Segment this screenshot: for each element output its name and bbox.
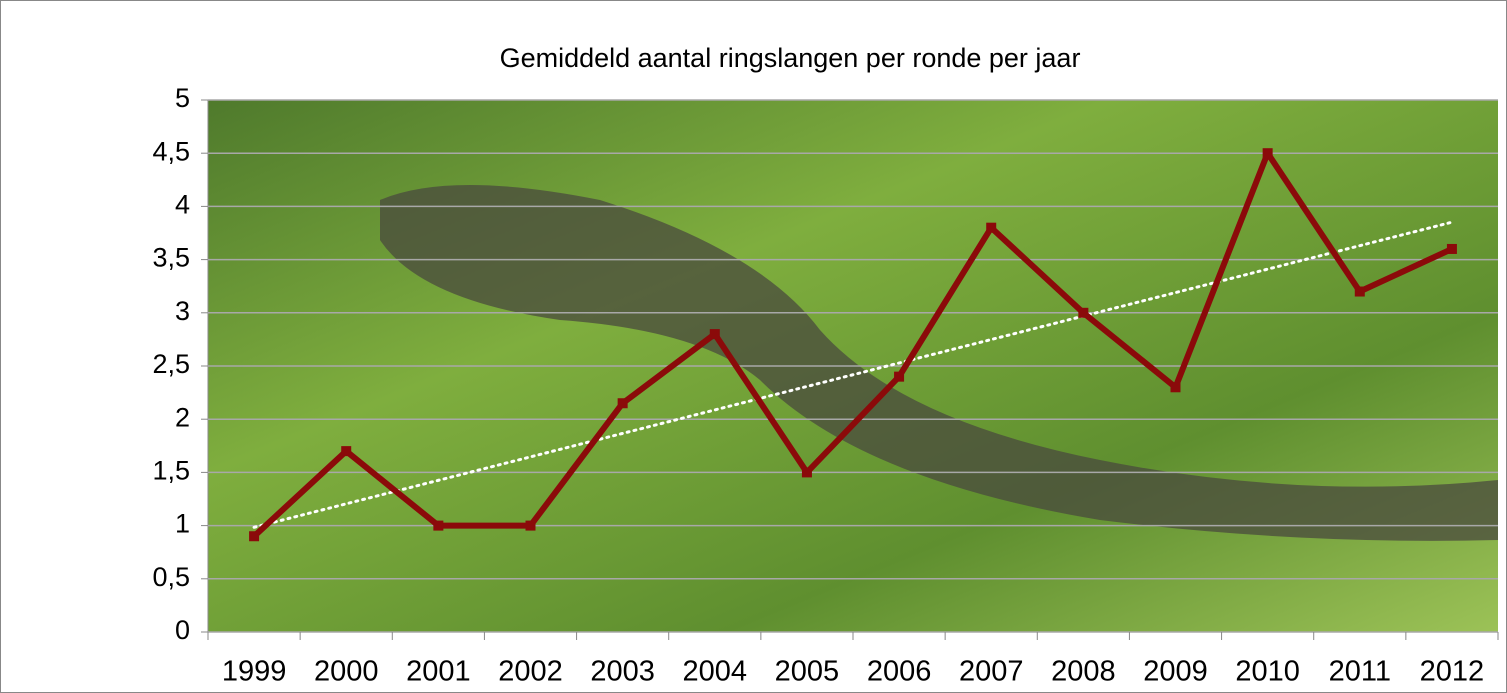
y-tick-label: 5 <box>175 83 190 113</box>
x-tick-label: 2007 <box>959 656 1024 688</box>
data-point <box>617 398 628 409</box>
x-tick-label: 2005 <box>775 656 840 688</box>
data-point <box>801 467 812 478</box>
snake-decoration <box>380 185 1498 541</box>
y-tick-label: 2,5 <box>152 349 190 379</box>
data-point <box>1354 286 1365 297</box>
x-tick-label: 2003 <box>590 656 655 688</box>
x-tick-label: 2010 <box>1235 656 1300 688</box>
y-tick-label: 4 <box>175 190 190 220</box>
y-tick-label: 0,5 <box>152 562 190 592</box>
x-tick-label: 2001 <box>406 656 471 688</box>
chart-title: Gemiddeld aantal ringslangen per ronde p… <box>500 43 1081 73</box>
data-point <box>1170 382 1181 393</box>
x-tick-label: 2011 <box>1329 656 1391 688</box>
data-point <box>525 520 536 531</box>
x-tick-label: 2009 <box>1143 656 1208 688</box>
data-point <box>986 222 997 233</box>
trendline <box>252 220 1454 529</box>
x-tick-label: 2012 <box>1420 656 1485 688</box>
y-tick-label: 1 <box>175 509 190 539</box>
y-tick-label: 3 <box>175 296 190 326</box>
data-line <box>252 150 1454 539</box>
data-point <box>1446 243 1457 254</box>
y-tick-label: 1,5 <box>152 456 190 486</box>
x-tick-label: 2004 <box>683 656 748 688</box>
data-point <box>249 531 260 542</box>
y-tick-label: 2 <box>175 402 190 432</box>
data-point <box>433 520 444 531</box>
x-tick-label: 2000 <box>314 656 379 688</box>
x-tick-label: 2006 <box>867 656 932 688</box>
data-point <box>894 371 905 382</box>
y-tick-label: 0 <box>175 615 190 645</box>
data-point <box>709 329 720 340</box>
x-tick-label: 2008 <box>1051 656 1116 688</box>
y-tick-label: 4,5 <box>152 136 190 166</box>
y-tick-label: 3,5 <box>152 243 190 273</box>
data-point <box>341 446 352 457</box>
data-point <box>1078 307 1089 318</box>
data-point <box>1262 148 1273 159</box>
x-tick-label: 2002 <box>498 656 563 688</box>
x-tick-label: 1999 <box>222 656 287 688</box>
